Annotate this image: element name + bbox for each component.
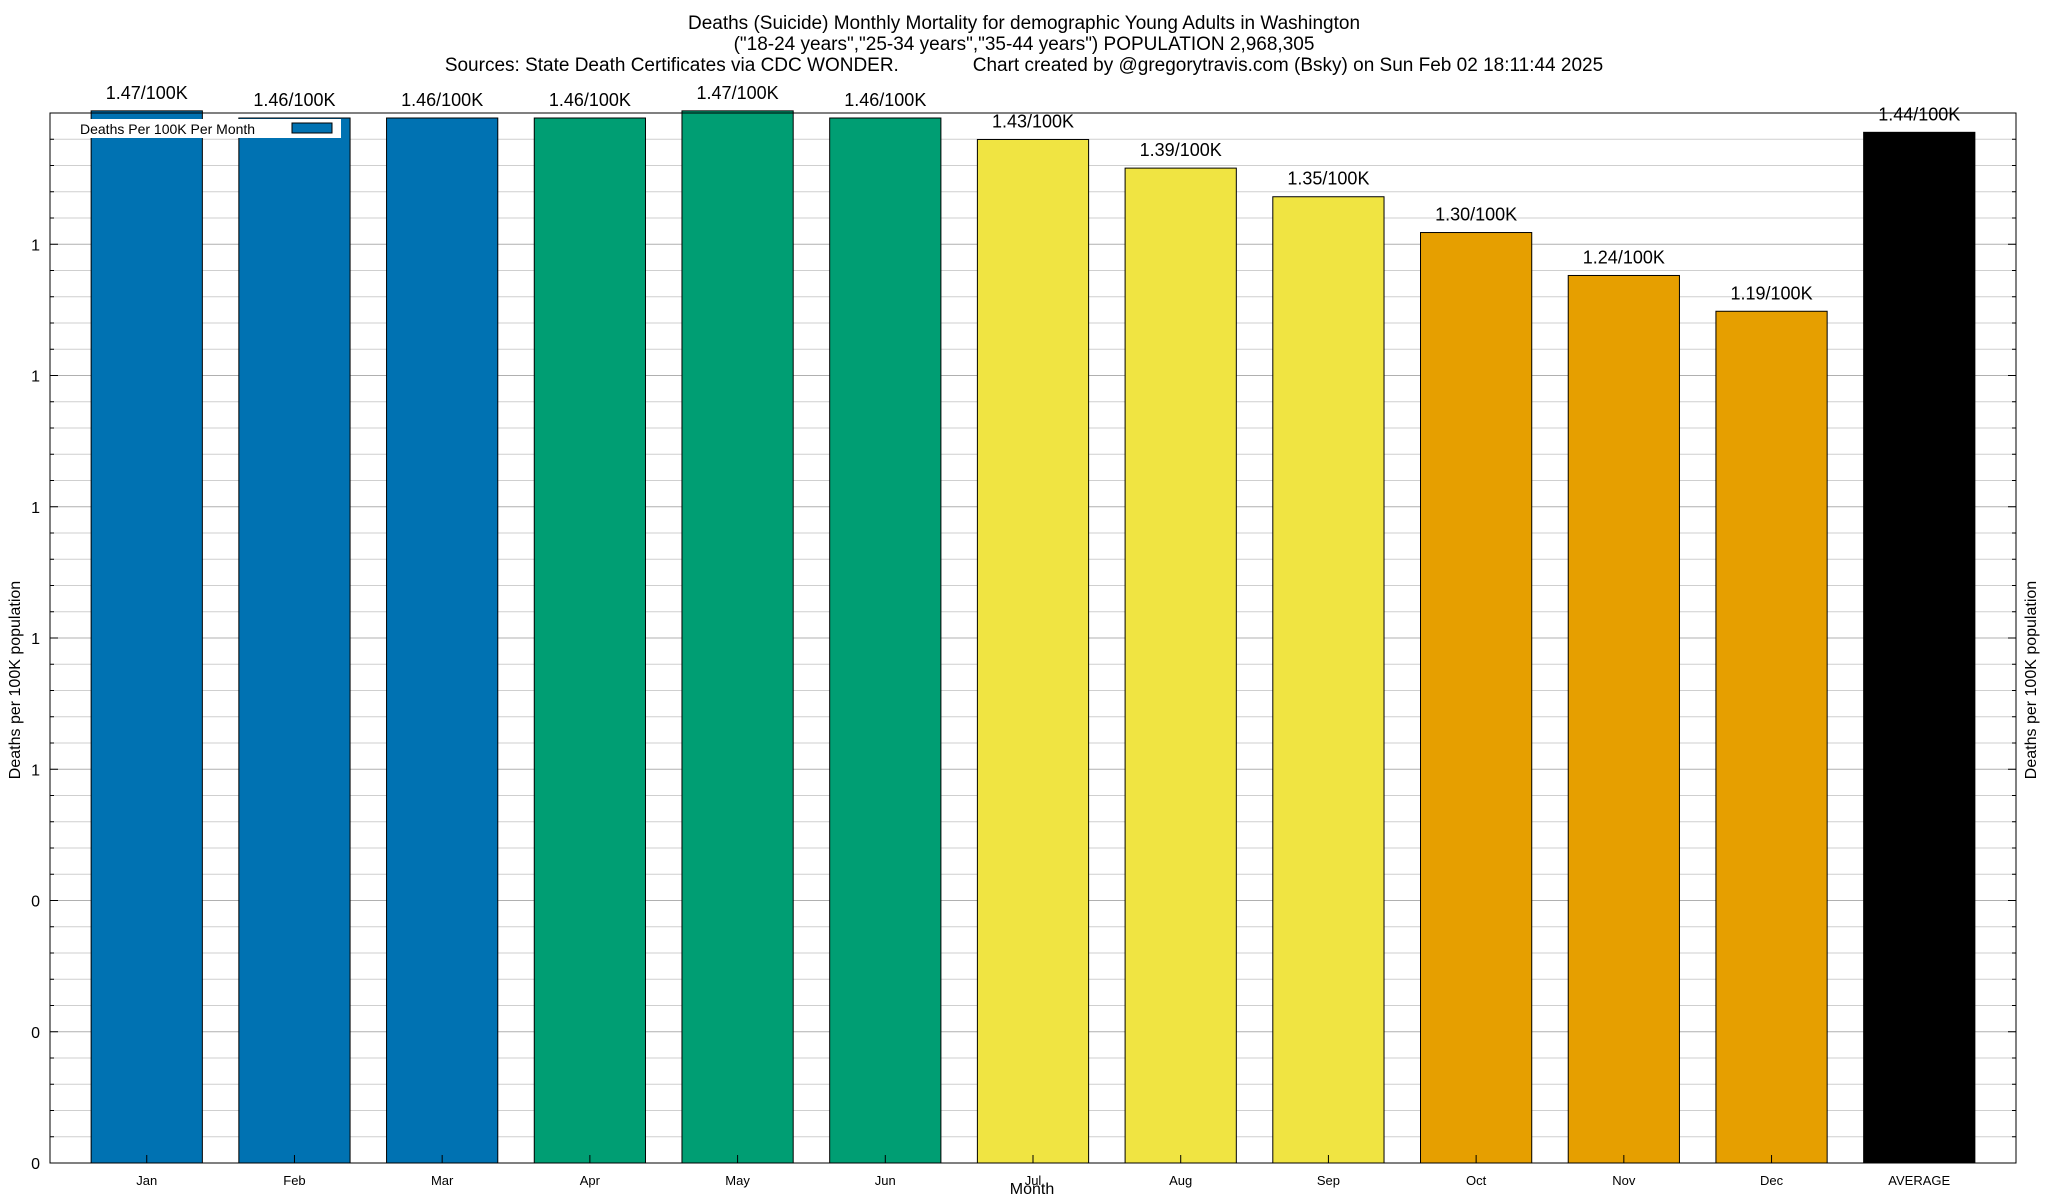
bar-jun bbox=[829, 117, 942, 1164]
x-tick-label: Mar bbox=[431, 1173, 454, 1188]
bar-sep bbox=[1272, 196, 1385, 1164]
data-label: 1.47/100K bbox=[697, 83, 779, 103]
data-label: 1.46/100K bbox=[253, 90, 335, 110]
x-tick-label: Jun bbox=[875, 1173, 896, 1188]
x-axis-label: Month bbox=[1009, 1181, 1055, 1198]
x-tick-label: May bbox=[725, 1173, 750, 1188]
x-tick-label: Feb bbox=[283, 1173, 305, 1188]
data-label: 1.30/100K bbox=[1435, 205, 1517, 225]
chart-title-line-3: Sources: State Death Certificates via CD… bbox=[444, 55, 1604, 76]
x-tick-label: Dec bbox=[1760, 1173, 1784, 1188]
chart-title-line-2: ("18-24 years","25-34 years","35-44 year… bbox=[733, 34, 1315, 55]
x-tick-label: Aug bbox=[1169, 1173, 1192, 1188]
y-tick-label: 0 bbox=[31, 1025, 40, 1042]
x-tick-label: AVERAGE bbox=[1888, 1173, 1950, 1188]
x-tick-label: Jul bbox=[1025, 1173, 1042, 1188]
bar-apr bbox=[533, 117, 646, 1164]
y-tick-label: 0 bbox=[31, 894, 40, 911]
legend-swatch bbox=[291, 122, 333, 134]
y-tick-label: 0 bbox=[31, 1156, 40, 1173]
x-tick-label: Jan bbox=[136, 1173, 157, 1188]
data-label: 1.19/100K bbox=[1731, 283, 1813, 303]
data-label: 1.44/100K bbox=[1878, 104, 1960, 124]
data-label: 1.47/100K bbox=[106, 83, 188, 103]
data-label: 1.35/100K bbox=[1287, 169, 1369, 189]
legend-label: Deaths Per 100K Per Month bbox=[80, 121, 255, 137]
chart-title-line-1: Deaths (Suicide) Monthly Mortality for d… bbox=[687, 13, 1361, 34]
data-label: 1.46/100K bbox=[844, 90, 926, 110]
x-tick-label: Nov bbox=[1612, 1173, 1636, 1188]
data-label: 1.39/100K bbox=[1140, 140, 1222, 160]
legend: Deaths Per 100K Per Month bbox=[77, 119, 341, 138]
y-tick-label: 1 bbox=[31, 237, 40, 254]
data-label: 1.46/100K bbox=[549, 90, 631, 110]
y-tick-label: 1 bbox=[31, 631, 40, 648]
bar-mar bbox=[386, 117, 499, 1164]
bar-dec bbox=[1715, 310, 1828, 1164]
bar-may bbox=[681, 110, 794, 1164]
y-tick-label: 1 bbox=[31, 500, 40, 517]
bar-jul bbox=[976, 138, 1090, 1164]
bar-jan bbox=[90, 110, 203, 1164]
x-tick-label: Sep bbox=[1317, 1173, 1340, 1188]
bar-nov bbox=[1567, 274, 1680, 1164]
bar-oct bbox=[1420, 232, 1533, 1164]
data-label: 1.43/100K bbox=[992, 111, 1074, 131]
x-tick-label: Apr bbox=[580, 1173, 601, 1188]
data-label: 1.24/100K bbox=[1583, 247, 1665, 267]
x-tick-label: Oct bbox=[1466, 1173, 1487, 1188]
data-label: 1.46/100K bbox=[401, 90, 483, 110]
y-tick-label: 1 bbox=[31, 369, 40, 386]
bar-average bbox=[1863, 131, 1976, 1164]
legend-box bbox=[77, 119, 341, 138]
bar-aug bbox=[1124, 167, 1237, 1164]
plot-border bbox=[49, 112, 2017, 1164]
bar-feb bbox=[238, 117, 351, 1164]
y-tick-label: 1 bbox=[31, 762, 40, 779]
